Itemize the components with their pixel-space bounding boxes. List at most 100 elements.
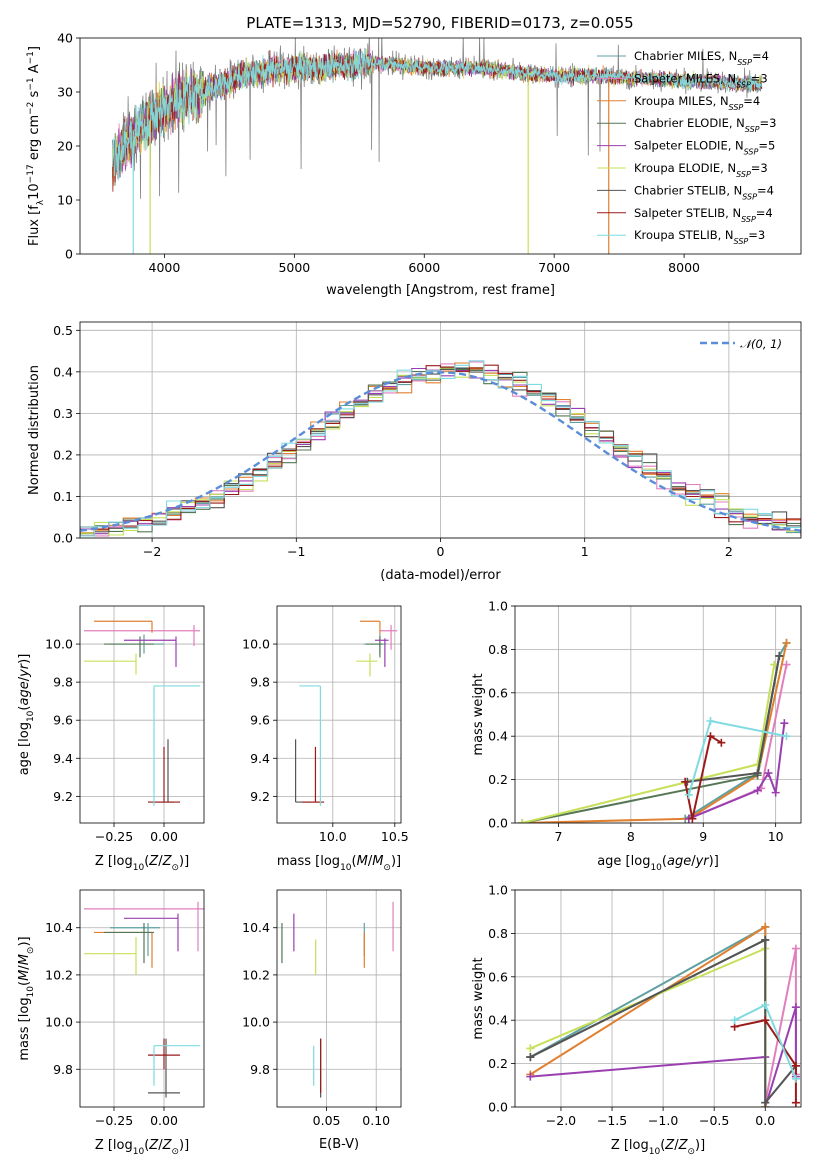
label-part: )] (17, 936, 32, 946)
age-vs-mass-xlabel: mass [log10(M/M⊙)] (277, 854, 401, 873)
tick-label-y: 0.1 (53, 489, 73, 504)
label-part: λ (36, 199, 46, 205)
tick-label-x: 9 (699, 829, 707, 844)
mass-weight-marker-kroupa_miles (782, 638, 791, 647)
label-part: yr (695, 854, 711, 869)
legend-text: Chabrier MILES, N (634, 49, 737, 63)
tick-label-y: 0.6 (488, 969, 508, 984)
age_vs_Z-axes: −0.25 0.00 9.2 9.4 9.6 9.8 10.0 (45, 605, 205, 844)
legend-text: Chabrier STELIB, N (634, 183, 742, 197)
mass-weight-marker-chabrier_stelib (761, 935, 770, 944)
label-part: / (158, 1138, 163, 1153)
legend-tail: =5 (758, 139, 775, 153)
tick-label-y: 9.2 (53, 789, 73, 804)
tick-label-y: 9.4 (250, 751, 270, 766)
label-part: −2 (26, 102, 36, 115)
tick-label-x: 1 (581, 544, 589, 559)
residuals-frame (79, 321, 802, 539)
mass-vs-Z-xlabel: Z [log10(Z/Z⊙)] (95, 1138, 189, 1157)
mass-weight-marker-kroupa_stelib (706, 717, 715, 726)
legend-sub: SSP (741, 214, 756, 223)
legend-text: Salpeter ELODIE, N (634, 139, 744, 153)
legend-tail: =3 (751, 161, 768, 175)
mass_weight_vs_Z-ylabel: mass weight (471, 957, 486, 1039)
mass_vs_ebv-axes: 0.05 0.10 9.8 10.0 10.2 10.4 (242, 889, 402, 1128)
legend-text: Salpeter STELIB, N (634, 206, 741, 220)
spectrum-plot (112, 38, 763, 254)
tick-label-x: −2 (143, 544, 161, 559)
label-part: )] (695, 1138, 705, 1153)
spectrum-ylabel: Flux [fλ10−17 erg cm−2 s−1 A−1] (26, 46, 46, 246)
mass-weight-line-salpeter_stelib (684, 734, 722, 819)
mass_vs_ebv-frame (276, 889, 402, 1108)
label-part: 10 (27, 183, 42, 200)
label-part: / (17, 676, 32, 681)
label-part: 10 (133, 863, 145, 873)
tick-label-y: 0.2 (488, 1056, 508, 1071)
label-part: ( (352, 854, 357, 869)
tick-label-y: 0.2 (488, 772, 508, 787)
label-part: age (17, 681, 32, 705)
residuals-axes: −2 −1 0 1 2 0.0 0.1 0.2 0.3 0.4 0.5 (53, 321, 802, 559)
tick-label-x: 0.05 (313, 1113, 341, 1128)
tick-label-y: 0.2 (53, 447, 73, 462)
tick-label-x: 5000 (278, 260, 310, 275)
label-part: ( (660, 1138, 665, 1153)
mass-weight-line-kroupa_miles (529, 925, 767, 1107)
mass-weight-marker-kroupa_miles (761, 922, 770, 931)
legend-sub: SSP (737, 58, 752, 67)
label-part: Flux [f (27, 205, 42, 246)
label-part: −1 (26, 51, 36, 64)
legend-entry-chabrier_elodie: Chabrier ELODIE, NSSP=3 (634, 116, 776, 134)
label-part: ⊙ (383, 863, 391, 873)
tick-label-y: 0.6 (488, 685, 508, 700)
tick-label-y: 10.2 (242, 967, 270, 982)
tick-label-x: −1.0 (648, 1113, 678, 1128)
tick-label-y: 0.0 (488, 816, 508, 831)
residuals-ylabel: Normed distribution (27, 365, 42, 495)
mass-weight-marker-salpeter_elodie (780, 719, 789, 728)
tick-label-y: 1.0 (488, 599, 508, 614)
tick-label-y: 0.8 (488, 926, 508, 941)
label-part: / (158, 854, 163, 869)
mass_vs_Z-axes: −0.25 0.00 9.8 10.0 10.2 10.4 (45, 889, 205, 1128)
legend-entry-kroupa_miles: Kroupa MILES, NSSP=4 (634, 94, 760, 112)
mass-weight-line-salpeter_elodie (530, 1006, 797, 1107)
legend-entry-kroupa_elodie: Kroupa ELODIE, NSSP=3 (634, 161, 768, 179)
mass-weight-marker-salpeter_elodie (771, 788, 780, 797)
tick-label-x: 0.10 (362, 1113, 390, 1128)
label-part: ( (17, 706, 32, 711)
tick-label-y: 9.2 (250, 789, 270, 804)
tick-label-y: 9.8 (53, 1062, 73, 1077)
tick-label-y: 20 (57, 139, 73, 154)
label-part: Z (664, 1138, 675, 1153)
label-part: 10 (650, 863, 662, 873)
label-part: Z (162, 854, 173, 869)
legend-sub: SSP (736, 170, 751, 179)
mass-weight-marker-salpeter_stelib (706, 732, 715, 741)
label-part: ( (144, 1138, 149, 1153)
legend-text: Kroupa ELODIE, N (634, 161, 736, 175)
label-part: ⊙ (26, 947, 36, 955)
tick-label-y: 10.4 (242, 920, 270, 935)
tick-label-y: 10.0 (45, 637, 73, 652)
label-part: Z (678, 1138, 689, 1153)
label-part: age [log (17, 722, 32, 775)
tick-label-y: 10 (57, 193, 73, 208)
label-part: )] (179, 1138, 189, 1153)
tick-label-y: 9.6 (53, 713, 73, 728)
label-part: 10 (340, 863, 352, 873)
mass-weight-line-chabrier_elodie (529, 938, 767, 1107)
legend-tail: =3 (751, 71, 768, 85)
label-part: A (27, 64, 42, 77)
label-part: 10 (26, 986, 36, 998)
tick-label-x: −0.5 (699, 1113, 729, 1128)
tick-label-x: −0.25 (95, 829, 133, 844)
label-part: / (368, 854, 373, 869)
label-part: 10 (649, 1147, 661, 1157)
legend-sub: SSP (745, 125, 760, 134)
tick-label-x: 0 (437, 544, 445, 559)
tick-label-y: 10.2 (45, 967, 73, 982)
residual-hist-kroupa_stelib (80, 360, 801, 537)
